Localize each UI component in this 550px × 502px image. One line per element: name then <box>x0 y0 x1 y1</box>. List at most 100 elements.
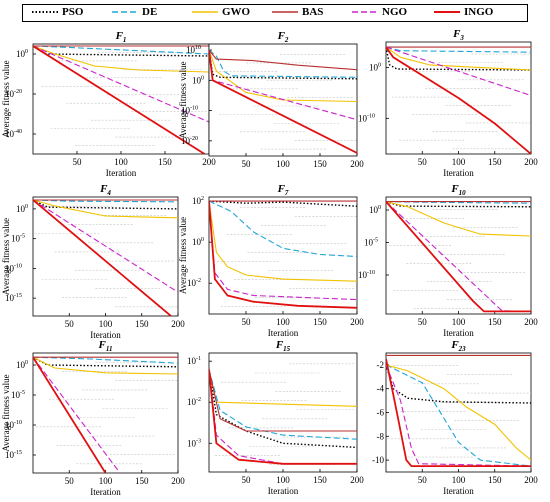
series-line-bas <box>209 369 357 432</box>
series-line-gwo <box>386 201 531 237</box>
x-axis-label: Iteration <box>443 328 474 338</box>
x-tick-label: 50 <box>73 157 83 167</box>
x-axis-label: Iteration <box>268 328 299 338</box>
axes-box <box>385 352 532 473</box>
x-tick-label: 100 <box>452 475 466 485</box>
series-line-gwo <box>33 199 178 219</box>
y-tick-label: 10-5 <box>364 238 378 248</box>
chart-title: F3 <box>452 28 464 42</box>
y-tick-label: -6 <box>377 408 385 418</box>
series-line-ingo <box>386 46 531 154</box>
x-tick-label: 200 <box>524 157 538 167</box>
x-tick-label: 150 <box>135 319 149 329</box>
x-tick-label: 100 <box>452 157 466 167</box>
legend-swatch-ngo <box>352 11 378 13</box>
x-tick-label: 50 <box>418 157 428 167</box>
y-axis-label: Average fitness value <box>1 218 11 295</box>
series-line-ingo <box>386 358 531 468</box>
series-line-pso <box>209 49 357 80</box>
series-line-ingo <box>33 199 173 316</box>
axes-box <box>32 196 179 317</box>
x-tick-label: 150 <box>488 157 502 167</box>
y-tick-label: -2 <box>377 360 385 370</box>
y-tick-label: 100 <box>192 75 204 85</box>
y-tick-label: -4 <box>377 384 385 394</box>
chart-title: F10 <box>450 183 466 197</box>
y-tick-label: 10-10 <box>5 420 22 430</box>
legend-label: PSO <box>62 6 84 18</box>
x-tick-label: 100 <box>276 317 290 327</box>
y-tick-label: 10-1 <box>187 356 201 366</box>
x-tick-label: 150 <box>488 317 502 327</box>
chart-title: F2 <box>277 30 289 44</box>
y-tick-label: 10-3 <box>187 438 201 448</box>
x-tick-label: 200 <box>350 159 364 169</box>
chart-title: F4 <box>99 183 111 197</box>
series-line-gwo <box>33 356 178 375</box>
y-tick-label: 10-2 <box>187 397 201 407</box>
x-axis-label: Iteration <box>443 168 474 178</box>
legend-label: DE <box>142 6 158 18</box>
y-tick-label: 10-5 <box>11 234 25 244</box>
y-tick-label: 10-10 <box>358 270 375 280</box>
x-axis-label: Iteration <box>90 330 121 340</box>
series-line-ngo <box>386 46 531 97</box>
x-tick-label: 50 <box>65 476 75 486</box>
x-tick-label: 150 <box>158 157 172 167</box>
y-axis-label: Average fitness value <box>1 374 11 451</box>
series-line-de <box>33 356 178 364</box>
series-line-ingo <box>209 49 357 154</box>
x-tick-label: 50 <box>418 317 428 327</box>
y-tick-label: 10-10 <box>181 106 198 116</box>
x-tick-label: 200 <box>202 157 216 167</box>
y-tick-label: 10-5 <box>11 390 25 400</box>
series-line-pso <box>386 364 531 404</box>
x-axis-label: Iteration <box>443 486 474 496</box>
axes-box <box>32 352 179 474</box>
y-tick-label: 10-15 <box>5 450 22 460</box>
chart-panel-9: 50 100 150 200 -2 -4 -6 -8 -10 F23 Iteration <box>372 339 538 496</box>
series-line-pso <box>209 200 357 207</box>
y-axis-label: Average fitness value <box>178 217 188 294</box>
legend-swatch-de <box>112 11 138 13</box>
x-tick-label: 50 <box>242 159 252 169</box>
legend-box: PSO DE GWO BAS NGO INGO <box>22 4 528 22</box>
series-line-ingo <box>33 356 107 473</box>
chart-panel-3: 50 100 150 200 100 10-10 F3 Iteration <box>358 28 538 178</box>
x-axis-label: Iteration <box>268 486 299 496</box>
x-tick-label: 100 <box>452 317 466 327</box>
y-tick-label: 100 <box>369 205 381 215</box>
series-line-gwo <box>33 45 209 73</box>
chart-panel-4: 50 100 150 200 100 10-5 10-10 10-15 F4 Iteration A… <box>1 183 185 340</box>
x-tick-label: 100 <box>99 476 113 486</box>
chart-title: F11 <box>98 339 113 353</box>
series-line-bas <box>209 49 357 71</box>
y-tick-label: -8 <box>377 431 385 441</box>
y-axis-label: Average fitness value <box>1 60 11 137</box>
legend-swatch-bas <box>272 11 298 13</box>
y-tick-label: 102 <box>192 196 204 206</box>
x-tick-label: 50 <box>418 475 428 485</box>
x-tick-label: 200 <box>524 475 538 485</box>
series-line-ingo <box>209 369 357 465</box>
x-tick-label: 150 <box>313 159 327 169</box>
series-line-gwo <box>209 49 357 103</box>
y-tick-label: 1010 <box>186 45 201 55</box>
legend-label: BAS <box>302 6 324 18</box>
x-tick-label: 200 <box>524 317 538 327</box>
chart-title: F1 <box>115 30 127 44</box>
x-tick-label: 200 <box>171 476 185 486</box>
y-tick-label: 100 <box>16 360 28 370</box>
y-tick-label: -10 <box>372 455 384 465</box>
y-axis-label: Average fitness value <box>178 61 188 138</box>
series-line-de <box>33 45 209 55</box>
x-tick-label: 50 <box>242 475 252 485</box>
x-tick-label: 150 <box>313 475 327 485</box>
x-tick-label: 100 <box>99 319 113 329</box>
series-line-ingo <box>33 45 206 154</box>
y-tick-label: 100 <box>192 237 204 247</box>
y-tick-label: 10-10 <box>358 113 375 123</box>
x-axis-label: Iteration <box>106 168 137 178</box>
x-tick-label: 150 <box>488 475 502 485</box>
x-tick-label: 100 <box>114 157 128 167</box>
